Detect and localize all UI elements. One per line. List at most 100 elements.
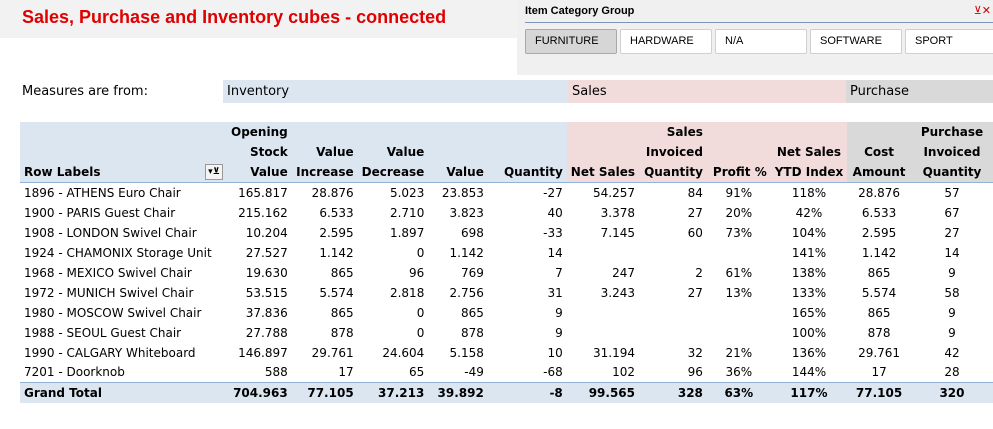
column-header: YTD Index [770,162,848,183]
slicer-item-software[interactable]: SOFTWARE [810,29,902,54]
column-header [428,122,488,142]
cell-value: 27.788 [245,325,288,340]
table-row: 1972 - MUNICH Swivel Chair 53.515 5.574 2.8… [20,283,993,303]
column-header [20,122,227,142]
cell-value: 104% [791,225,827,240]
column-header [706,142,771,162]
header-text: Row Labels [24,165,101,179]
cell-value: 14 [547,245,563,260]
cell-value: 60 [687,225,703,240]
cell-value: 32 [687,345,703,360]
row-label[interactable]: 1924 - CHAMONIX Storage Unit [24,245,212,260]
column-header: Amount [847,162,911,183]
cell-value: 27.527 [245,245,288,260]
row-label[interactable]: 1908 - LONDON Swivel Chair [24,225,197,240]
row-label[interactable]: 1988 - SEOUL Guest Chair [24,325,182,340]
cell-value: 20% [725,205,753,220]
cell-value: 7.145 [600,225,636,240]
cell-value: 704.963 [227,382,292,403]
row-label[interactable]: 1990 - CALGARY Whiteboard [24,345,196,360]
cell-value: 10 [547,345,563,360]
column-header: Value [227,162,292,183]
cell-value: 65 [409,365,425,380]
cell-value: 6.533 [319,205,354,220]
cell-value: 91% [725,185,753,200]
row-label[interactable]: 1972 - MUNICH Swivel Chair [24,285,194,300]
column-header: Sales [639,122,707,142]
column-header: Quantity [487,162,567,183]
cell-value: 63% [706,382,771,403]
cell-value: 328 [639,382,707,403]
row-label[interactable]: 1980 - MOSCOW Swivel Chair [24,305,202,320]
cell-value: 136% [791,345,827,360]
cell-value: 117% [770,382,848,403]
table-row: 1896 - ATHENS Euro Chair 165.817 28.876 5.0… [20,183,993,203]
cell-value: 36% [725,365,753,380]
sales-band: Sales [568,80,846,103]
cell-value: 1.142 [861,245,897,260]
cell-value [639,323,707,343]
cell-value: 0 [416,305,425,320]
cell-value: 9 [555,325,563,340]
cell-value: 165.817 [238,185,288,200]
slicer-item-na[interactable]: N/A [715,29,807,54]
cell-value [707,243,771,263]
slicer-title: Item Category Group [525,5,635,17]
cell-value: 2.756 [449,285,484,300]
column-header: Net Sales [566,162,640,183]
table-row: 1908 - LONDON Swivel Chair 10.204 2.595 1.8… [20,223,993,243]
cell-value: 39.892 [428,382,488,403]
cell-value: 5.158 [449,345,484,360]
table-row: 1924 - CHAMONIX Storage Unit 27.527 1.142 0… [20,243,993,263]
cell-value: 67 [944,205,960,220]
cell-value: 5.574 [861,285,897,300]
cell-value: 31 [547,285,563,300]
filter-dropdown-icon[interactable]: ▾⊻ [205,164,223,180]
slicer-item-sport[interactable]: SPORT [905,29,993,54]
cell-value: 0 [416,245,425,260]
cell-value: 2.818 [389,285,425,300]
purchase-band: Purchase [846,80,993,103]
inventory-band: Inventory [223,80,568,103]
header-text: Increase [296,165,354,179]
slicer-item-furniture[interactable]: FURNITURE [525,29,617,54]
row-label[interactable]: 1896 - ATHENS Euro Chair [24,185,181,200]
filter-clear-icon[interactable]: ⊻✕ [973,4,991,17]
row-label[interactable]: 1900 - PARIS Guest Chair [24,205,176,220]
slicer-item-hardware[interactable]: HARDWARE [620,29,712,54]
cell-value: 215.162 [238,205,288,220]
cell-value: 320 [910,382,993,403]
table-row: 7201 - Doorknob 588 17 65 -49 -68 102 96 36% 144%… [20,363,993,383]
cell-value: 9 [948,305,956,320]
cell-value: 865 [460,305,484,320]
cell-value [567,243,639,263]
cell-value: 5.023 [389,185,425,200]
header-text: Value [250,165,288,179]
row-label[interactable]: 1968 - MEXICO Swivel Chair [24,265,192,280]
header-text: Amount [852,165,906,179]
header-row: Stock Value Value Invoiced Net Sales Cost Invo… [20,142,993,162]
cell-value: 2.710 [389,205,425,220]
cell-value: 27 [687,205,703,220]
cell-value: -68 [543,365,563,380]
column-header: Value [357,142,429,162]
cell-value: 77.105 [291,382,358,403]
column-header: Purchase [910,122,993,142]
cell-value: 9 [948,325,956,340]
cell-value: 99.565 [566,382,640,403]
cell-value: 77.105 [847,382,911,403]
cell-value: 5.574 [319,285,354,300]
cell-value: 698 [460,225,484,240]
header-text: Value [386,145,425,159]
column-header [357,122,429,142]
column-header: Opening [227,122,292,142]
cell-value: 3.378 [600,205,636,220]
cell-value: 54.257 [593,185,636,200]
cell-value: 865 [867,305,891,320]
cell-value: 118% [791,185,827,200]
slicer-divider [525,22,993,23]
row-label[interactable]: 7201 - Doorknob [24,365,125,380]
cell-value: 2 [695,265,703,280]
cell-value: 138% [791,265,827,280]
cell-value: 40 [547,205,563,220]
